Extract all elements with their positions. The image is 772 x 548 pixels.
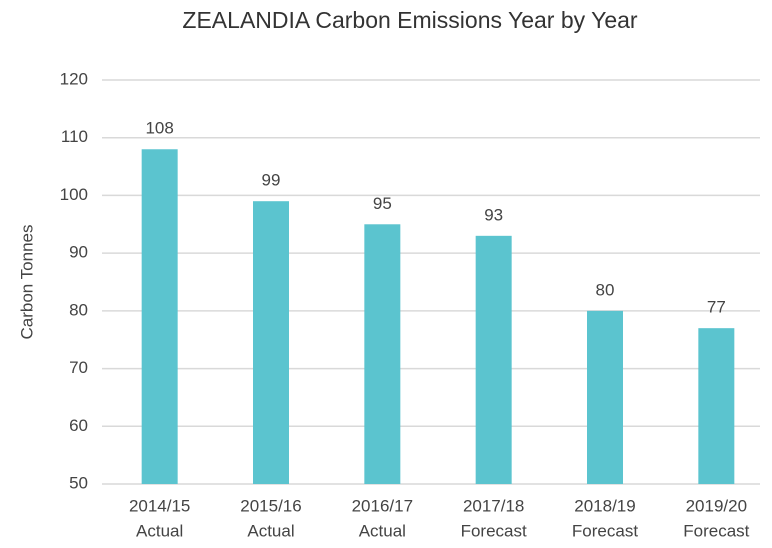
y-tick-label: 120: [60, 69, 88, 88]
x-tick-label: 2015/16: [240, 496, 301, 515]
y-axis-label: Carbon Tonnes: [17, 225, 36, 340]
x-tick-label: Forecast: [683, 521, 749, 540]
bar: [587, 310, 623, 484]
x-tick-label: 2016/17: [352, 496, 413, 515]
data-label: 108: [145, 119, 173, 138]
x-tick-label: 2017/18: [463, 496, 524, 515]
bar: [475, 235, 512, 484]
y-tick-label: 50: [69, 473, 88, 492]
bar: [253, 201, 289, 484]
y-tick-label: 110: [61, 127, 88, 146]
bar: [698, 328, 735, 484]
x-tick-label: Actual: [247, 521, 294, 540]
y-tick-label: 100: [60, 185, 88, 204]
data-label: 77: [707, 298, 726, 317]
y-tick-label: 80: [69, 300, 88, 319]
data-label: 93: [484, 205, 503, 224]
y-tick-label: 60: [69, 416, 88, 435]
x-tick-label: 2018/19: [574, 496, 635, 515]
data-label: 80: [596, 280, 615, 299]
x-tick-label: Actual: [359, 521, 406, 540]
bar: [364, 224, 401, 485]
y-tick-label: 70: [69, 358, 88, 377]
x-tick-label: Forecast: [461, 521, 527, 540]
data-label: 99: [262, 171, 281, 190]
chart-title: ZEALANDIA Carbon Emissions Year by Year: [182, 7, 637, 33]
x-tick-label: Forecast: [572, 521, 638, 540]
data-label: 95: [373, 194, 392, 213]
x-tick-label: Actual: [136, 521, 183, 540]
x-tick-label: 2014/15: [129, 496, 190, 515]
bar: [141, 149, 178, 484]
y-tick-label: 90: [69, 243, 88, 262]
x-tick-label: 2019/20: [686, 496, 747, 515]
